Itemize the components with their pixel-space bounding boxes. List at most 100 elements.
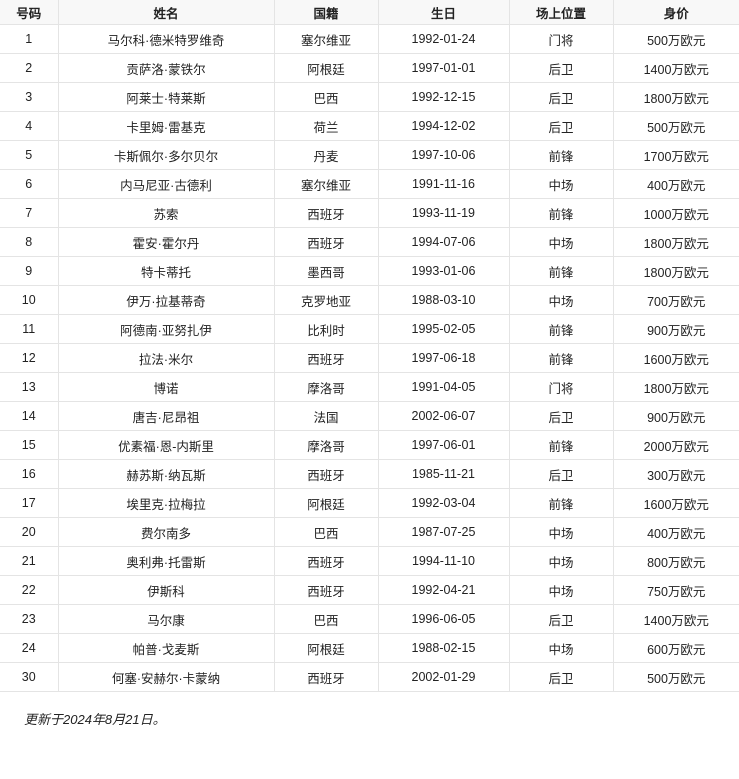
cell-birthday: 1992-03-04 — [377, 488, 510, 518]
cell-value: 900万欧元 — [612, 401, 739, 431]
table-row: 13 博诺 摩洛哥 1991-04-05 门将 1800万欧元 — [0, 372, 739, 402]
table-row: 8 霍安·霍尔丹 西班牙 1994-07-06 中场 1800万欧元 — [0, 227, 739, 257]
cell-number: 4 — [0, 111, 59, 141]
cell-value: 1800万欧元 — [612, 256, 739, 286]
cell-name: 阿莱士·特莱斯 — [57, 82, 275, 112]
cell-name: 伊万·拉基蒂奇 — [57, 285, 275, 315]
table-row: 24 帕普·戈麦斯 阿根廷 1988-02-15 中场 600万欧元 — [0, 633, 739, 663]
cell-number: 6 — [0, 169, 59, 199]
cell-position: 中场 — [508, 546, 614, 576]
cell-position: 前锋 — [508, 343, 614, 373]
cell-birthday: 1997-06-01 — [377, 430, 510, 460]
cell-nationality: 西班牙 — [273, 227, 379, 257]
cell-nationality: 西班牙 — [273, 198, 379, 228]
cell-birthday: 1997-01-01 — [377, 53, 510, 83]
header-value: 身价 — [612, 0, 739, 25]
cell-name: 拉法·米尔 — [57, 343, 275, 373]
cell-birthday: 1991-11-16 — [377, 169, 510, 199]
cell-position: 后卫 — [508, 604, 614, 634]
cell-number: 30 — [0, 662, 59, 692]
table-row: 21 奥利弗·托雷斯 西班牙 1994-11-10 中场 800万欧元 — [0, 546, 739, 576]
cell-birthday: 2002-01-29 — [377, 662, 510, 692]
cell-nationality: 巴西 — [273, 517, 379, 547]
cell-name: 伊斯科 — [57, 575, 275, 605]
cell-value: 600万欧元 — [612, 633, 739, 663]
cell-value: 1400万欧元 — [612, 604, 739, 634]
cell-number: 22 — [0, 575, 59, 605]
cell-number: 16 — [0, 459, 59, 489]
table-row: 22 伊斯科 西班牙 1992-04-21 中场 750万欧元 — [0, 575, 739, 605]
cell-value: 800万欧元 — [612, 546, 739, 576]
cell-position: 后卫 — [508, 82, 614, 112]
cell-number: 5 — [0, 140, 59, 170]
cell-birthday: 1993-11-19 — [377, 198, 510, 228]
cell-number: 3 — [0, 82, 59, 112]
cell-value: 500万欧元 — [612, 24, 739, 54]
cell-number: 7 — [0, 198, 59, 228]
cell-name: 卡里姆·雷基克 — [57, 111, 275, 141]
cell-name: 霍安·霍尔丹 — [57, 227, 275, 257]
cell-birthday: 1991-04-05 — [377, 372, 510, 402]
cell-nationality: 西班牙 — [273, 459, 379, 489]
table-row: 12 拉法·米尔 西班牙 1997-06-18 前锋 1600万欧元 — [0, 343, 739, 373]
cell-nationality: 西班牙 — [273, 662, 379, 692]
cell-nationality: 克罗地亚 — [273, 285, 379, 315]
cell-nationality: 西班牙 — [273, 575, 379, 605]
cell-position: 前锋 — [508, 198, 614, 228]
cell-name: 帕普·戈麦斯 — [57, 633, 275, 663]
cell-position: 中场 — [508, 633, 614, 663]
cell-position: 中场 — [508, 517, 614, 547]
cell-number: 8 — [0, 227, 59, 257]
cell-birthday: 1988-03-10 — [377, 285, 510, 315]
cell-birthday: 1997-06-18 — [377, 343, 510, 373]
cell-nationality: 摩洛哥 — [273, 430, 379, 460]
cell-nationality: 荷兰 — [273, 111, 379, 141]
header-position: 场上位置 — [508, 0, 614, 25]
cell-value: 400万欧元 — [612, 169, 739, 199]
cell-number: 13 — [0, 372, 59, 402]
cell-position: 后卫 — [508, 459, 614, 489]
cell-nationality: 阿根廷 — [273, 633, 379, 663]
cell-birthday: 1994-12-02 — [377, 111, 510, 141]
cell-name: 优素福·恩-内斯里 — [57, 430, 275, 460]
cell-value: 400万欧元 — [612, 517, 739, 547]
cell-number: 9 — [0, 256, 59, 286]
cell-nationality: 巴西 — [273, 82, 379, 112]
cell-number: 17 — [0, 488, 59, 518]
table-row: 30 何塞·安赫尔·卡蒙纳 西班牙 2002-01-29 后卫 500万欧元 — [0, 662, 739, 692]
cell-nationality: 法国 — [273, 401, 379, 431]
cell-name: 内马尼亚·古德利 — [57, 169, 275, 199]
header-nationality: 国籍 — [273, 0, 379, 25]
cell-nationality: 塞尔维亚 — [273, 169, 379, 199]
cell-birthday: 1988-02-15 — [377, 633, 510, 663]
table-row: 23 马尔康 巴西 1996-06-05 后卫 1400万欧元 — [0, 604, 739, 634]
cell-name: 马尔科·德米特罗维奇 — [57, 24, 275, 54]
cell-nationality: 巴西 — [273, 604, 379, 634]
table-row: 2 贡萨洛·蒙铁尔 阿根廷 1997-01-01 后卫 1400万欧元 — [0, 53, 739, 83]
update-note: 更新于2024年8月21日。 — [24, 712, 166, 727]
cell-birthday: 1985-11-21 — [377, 459, 510, 489]
cell-position: 前锋 — [508, 430, 614, 460]
cell-birthday: 1993-01-06 — [377, 256, 510, 286]
table-row: 17 埃里克·拉梅拉 阿根廷 1992-03-04 前锋 1600万欧元 — [0, 488, 739, 518]
cell-position: 前锋 — [508, 314, 614, 344]
cell-value: 700万欧元 — [612, 285, 739, 315]
cell-name: 何塞·安赫尔·卡蒙纳 — [57, 662, 275, 692]
cell-number: 23 — [0, 604, 59, 634]
cell-nationality: 西班牙 — [273, 343, 379, 373]
table-row: 15 优素福·恩-内斯里 摩洛哥 1997-06-01 前锋 2000万欧元 — [0, 430, 739, 460]
cell-name: 贡萨洛·蒙铁尔 — [57, 53, 275, 83]
cell-name: 卡斯佩尔·多尔贝尔 — [57, 140, 275, 170]
table-row: 6 内马尼亚·古德利 塞尔维亚 1991-11-16 中场 400万欧元 — [0, 169, 739, 199]
cell-position: 前锋 — [508, 256, 614, 286]
cell-nationality: 阿根廷 — [273, 53, 379, 83]
header-number: 号码 — [0, 0, 59, 25]
cell-position: 中场 — [508, 285, 614, 315]
cell-birthday: 1996-06-05 — [377, 604, 510, 634]
cell-value: 1800万欧元 — [612, 372, 739, 402]
cell-birthday: 1995-02-05 — [377, 314, 510, 344]
table-row: 9 特卡蒂托 墨西哥 1993-01-06 前锋 1800万欧元 — [0, 256, 739, 286]
cell-birthday: 1994-11-10 — [377, 546, 510, 576]
cell-nationality: 比利时 — [273, 314, 379, 344]
cell-name: 阿德南·亚努扎伊 — [57, 314, 275, 344]
